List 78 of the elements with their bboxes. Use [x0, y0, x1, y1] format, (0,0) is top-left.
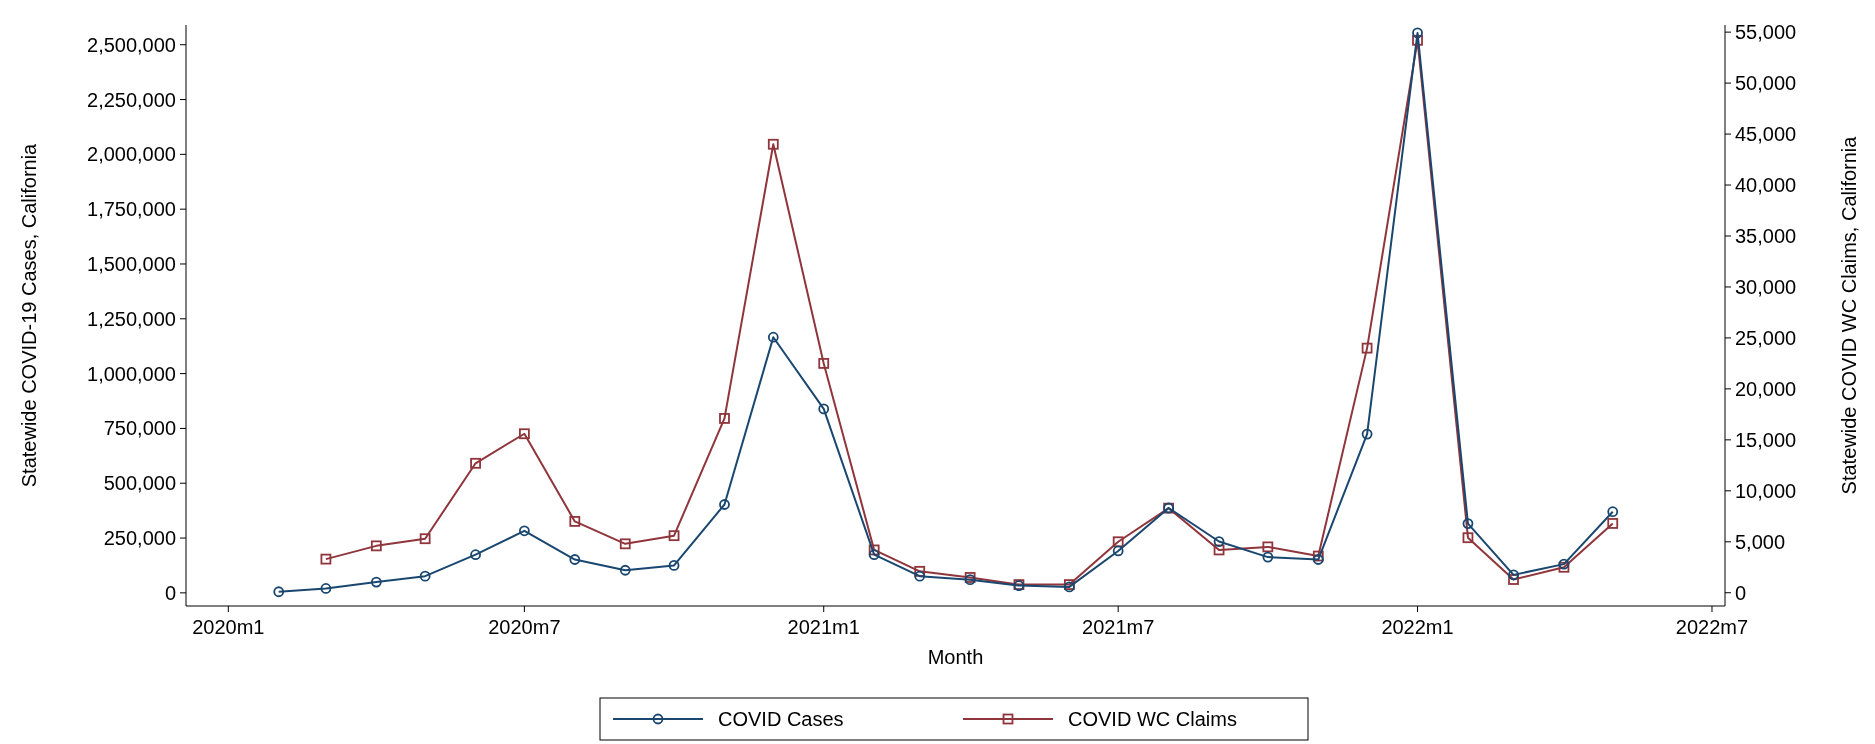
- point: [1312, 550, 1324, 562]
- y-tick-label: 250,000: [103, 527, 176, 550]
- x-tick-label: 2021m1: [787, 616, 860, 638]
- x-tick-label: 2022m7: [1675, 616, 1749, 638]
- point: [470, 549, 481, 561]
- point: [1508, 569, 1519, 581]
- point: [767, 138, 779, 150]
- x-tick-label: 2020m7: [488, 616, 561, 638]
- point: [1262, 551, 1274, 563]
- y-tick-label: 0: [164, 581, 176, 604]
- point: [320, 583, 332, 594]
- y2-tick-label: 0: [1735, 581, 1747, 604]
- point: [569, 554, 581, 565]
- point: [370, 576, 382, 588]
- y2-tick-label: 25,000: [1735, 326, 1797, 349]
- point: [1462, 532, 1474, 544]
- y-tick-label: 1,250,000: [87, 307, 176, 330]
- point: [668, 530, 680, 542]
- point: [1607, 518, 1619, 529]
- y-tick-label: 750,000: [103, 417, 176, 440]
- point: [868, 549, 880, 561]
- point: [1412, 27, 1423, 39]
- point: [518, 525, 530, 537]
- y-tick-label: 1,500,000: [87, 252, 176, 275]
- point: [1361, 428, 1373, 440]
- point: [419, 570, 431, 582]
- y-tick-label: 2,000,000: [87, 143, 176, 166]
- point: [1112, 536, 1124, 548]
- point: [1462, 518, 1474, 529]
- y2-tick-label: 35,000: [1735, 224, 1797, 247]
- y2-tick-label: 40,000: [1735, 174, 1797, 197]
- point: [818, 358, 830, 369]
- point: [1112, 545, 1124, 557]
- point: [470, 457, 481, 469]
- legend-label: COVID Cases: [718, 708, 844, 730]
- y-tick-label: 2,250,000: [87, 88, 176, 111]
- x-tick-label: 2021m7: [1082, 616, 1155, 638]
- y2-tick-label: 15,000: [1735, 428, 1797, 451]
- point: [273, 586, 285, 598]
- x-tick-label: 2020m1: [192, 616, 265, 638]
- point: [818, 403, 830, 415]
- point: [619, 538, 631, 550]
- y2-tick-label: 45,000: [1735, 123, 1797, 146]
- y2-tick-label: 5,000: [1735, 530, 1786, 553]
- point: [1262, 541, 1274, 553]
- point: [1213, 544, 1225, 556]
- point: [668, 560, 680, 571]
- point: [518, 428, 530, 440]
- x-tick-label: 2022m1: [1381, 616, 1454, 638]
- point: [719, 413, 730, 424]
- legend-label: COVID WC Claims: [1068, 708, 1237, 730]
- point: [1607, 506, 1619, 518]
- point: [767, 331, 779, 343]
- point: [914, 570, 926, 582]
- point: [1312, 554, 1324, 565]
- point: [719, 499, 730, 510]
- point: [1412, 34, 1423, 46]
- y2-tick-label: 20,000: [1735, 377, 1797, 400]
- y2-axis-title: Statewide COVID WC Claims, California: [1838, 135, 1860, 495]
- y2-tick-label: 30,000: [1735, 275, 1797, 298]
- y-axis-title: Statewide COVID-19 Cases, California: [18, 142, 40, 488]
- point: [868, 544, 880, 556]
- point: [1213, 536, 1225, 547]
- y2-tick-label: 55,000: [1735, 21, 1797, 44]
- point: [1361, 342, 1373, 354]
- y-tick-label: 1,750,000: [87, 198, 176, 221]
- point: [370, 540, 382, 552]
- point: [419, 533, 431, 545]
- x-axis-title: Month: [927, 646, 984, 668]
- y2-tick-label: 50,000: [1735, 72, 1797, 95]
- point: [914, 565, 926, 577]
- point: [320, 553, 332, 565]
- y-tick-label: 500,000: [103, 472, 176, 495]
- y2-tick-label: 10,000: [1735, 479, 1797, 502]
- point: [569, 516, 581, 527]
- point: [619, 564, 631, 576]
- y-tick-label: 1,000,000: [87, 362, 176, 385]
- y-tick-label: 2,500,000: [87, 33, 176, 56]
